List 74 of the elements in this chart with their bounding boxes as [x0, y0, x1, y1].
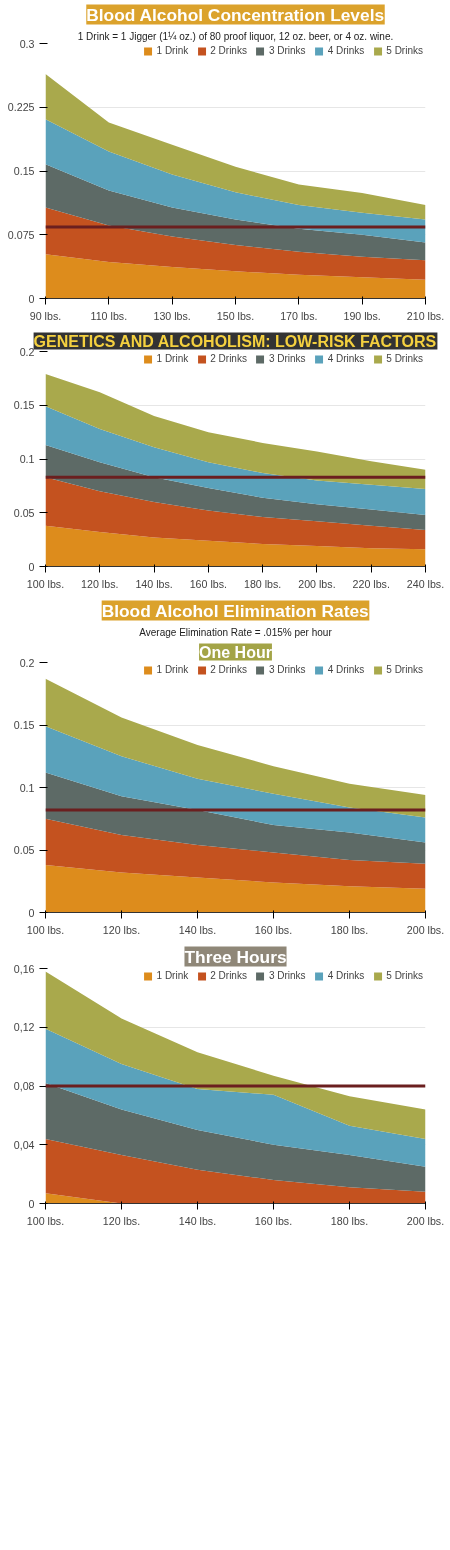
x-tick-label: 180 lbs.: [243, 577, 282, 590]
x-tick-label: 180 lbs.: [330, 1214, 369, 1227]
legend-label: 4 Drinks: [327, 664, 365, 675]
x-tick-label: 120 lbs.: [102, 923, 141, 936]
x-tick-label: 140 lbs.: [178, 1214, 217, 1227]
x-tick-label: 150 lbs.: [216, 309, 255, 322]
y-tick-label: 0: [28, 1197, 35, 1210]
legend-label: 5 Drinks: [386, 353, 423, 364]
x-tick-label: 160 lbs.: [254, 1214, 293, 1227]
legend-label: 3 Drinks: [268, 664, 306, 675]
chart-title: Blood Alcohol Concentration Levels: [86, 4, 385, 25]
y-tick-label: 0.15: [13, 399, 35, 412]
x-tick-label: 200 lbs.: [406, 1214, 445, 1227]
legend-label: 4 Drinks: [327, 45, 365, 56]
legend-label: 2 Drinks: [210, 664, 247, 675]
x-tick-label: 240 lbs.: [406, 577, 445, 590]
x-tick-label: 100 lbs.: [26, 1214, 65, 1227]
text: GENETICS AND ALCOHOLISM: LOW-RISK FACTORS: [33, 332, 437, 350]
y-tick-label: 0,12: [13, 1021, 35, 1034]
x-tick-label: 190 lbs.: [343, 309, 381, 322]
legend-label: 2 Drinks: [210, 970, 247, 981]
y-tick-label: 0.15: [13, 719, 35, 731]
x-tick-label: 100 lbs.: [26, 577, 65, 590]
y-tick-label: 0.1: [19, 453, 35, 465]
y-tick-label: 0.05: [13, 506, 35, 519]
chart-subtitle: Average Elimination Rate = .015% per hour: [139, 626, 333, 638]
x-tick-label: 200 lbs.: [406, 923, 445, 936]
x-tick-label: 220 lbs.: [352, 577, 390, 590]
y-tick-label: 0: [28, 906, 35, 919]
chart-title: Blood Alcohol Elimination Rates: [101, 600, 369, 621]
y-tick-label: 0.225: [7, 101, 35, 114]
legend-label: 1 Drink: [156, 45, 189, 56]
x-tick-label: 160 lbs.: [189, 577, 228, 590]
text: One Hour: [199, 643, 272, 661]
y-tick-label: 0.15: [13, 165, 35, 177]
y-tick-label: 0.075: [7, 228, 35, 241]
legend-label: 1 Drink: [156, 664, 189, 675]
chart-subtitle: 1 Drink = 1 Jigger (1¼ oz.) of 80 proof liquor, 12 oz. beer, or 4 oz. wine.: [77, 30, 394, 42]
x-tick-label: 160 lbs.: [254, 923, 293, 936]
x-tick-label: 130 lbs.: [153, 309, 191, 322]
legend-label: 3 Drinks: [268, 45, 306, 56]
x-tick-label: 210 lbs.: [406, 309, 445, 322]
y-tick-label: 0,04: [13, 1138, 35, 1151]
legend-label: 4 Drinks: [327, 353, 365, 364]
legend-label: 2 Drinks: [210, 45, 247, 56]
legend-label: 5 Drinks: [386, 970, 423, 981]
y-tick-label: 0: [28, 560, 35, 573]
legend-label: 3 Drinks: [268, 970, 306, 981]
y-tick-label: 0,08: [13, 1080, 35, 1092]
chart-title: Three Hours: [184, 946, 287, 967]
y-tick-label: 0.2: [19, 345, 35, 358]
legend-label: 5 Drinks: [386, 664, 423, 675]
x-tick-label: 90 lbs.: [29, 309, 62, 322]
legend-label: 2 Drinks: [210, 353, 247, 364]
x-tick-label: 110 lbs.: [90, 309, 128, 322]
legend-label: 5 Drinks: [386, 45, 423, 56]
x-tick-label: 120 lbs.: [81, 577, 119, 590]
legend-label: 4 Drinks: [327, 970, 365, 981]
x-tick-label: 180 lbs.: [330, 923, 369, 936]
y-tick-label: 0,16: [13, 962, 35, 975]
y-tick-label: 0: [28, 292, 35, 305]
y-tick-label: 0.05: [13, 844, 35, 856]
legend-label: 1 Drink: [156, 353, 189, 364]
x-tick-label: 140 lbs.: [178, 923, 217, 936]
x-tick-label: 120 lbs.: [102, 1214, 141, 1227]
legend-label: 3 Drinks: [268, 353, 306, 364]
y-tick-label: 0.3: [19, 37, 35, 50]
x-tick-label: 200 lbs.: [298, 577, 336, 590]
x-tick-label: 100 lbs.: [26, 923, 65, 936]
y-tick-label: 0.1: [19, 781, 35, 794]
y-tick-label: 0.2: [19, 656, 35, 669]
x-tick-label: 170 lbs.: [280, 309, 318, 322]
x-tick-label: 140 lbs.: [135, 577, 173, 590]
legend-label: 1 Drink: [156, 970, 189, 981]
